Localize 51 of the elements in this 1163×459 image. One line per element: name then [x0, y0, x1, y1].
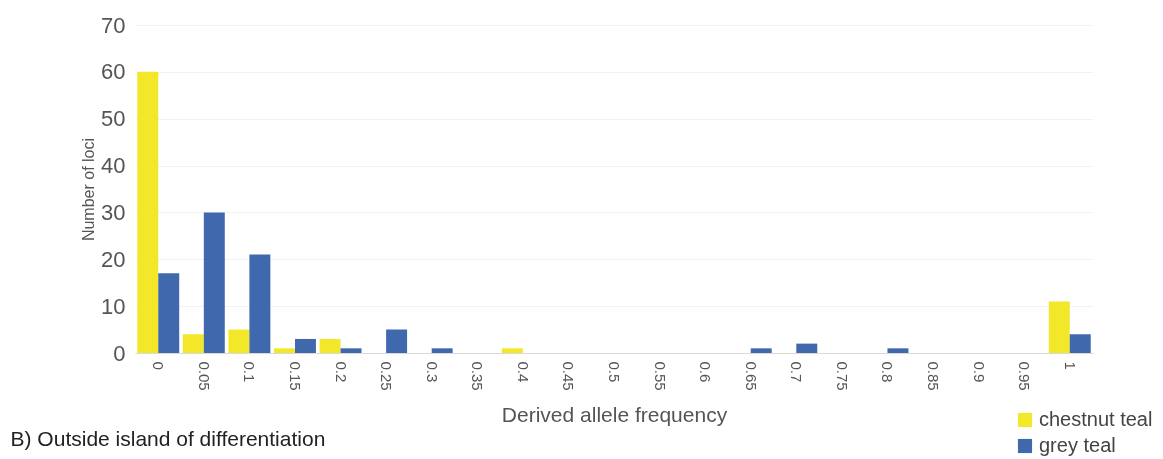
- x-tick-label: 0.95: [1016, 361, 1034, 391]
- bar: [158, 273, 180, 353]
- x-tick-label: 0: [150, 361, 168, 370]
- x-tick-label: 0.2: [332, 361, 350, 383]
- y-tick-label: 30: [101, 199, 126, 225]
- bar: [182, 334, 204, 353]
- x-tick-label: 0.15: [286, 361, 304, 391]
- x-tick-label: 0.9: [970, 361, 988, 383]
- x-tick-label: 0.85: [925, 361, 943, 391]
- x-tick-label: 0.55: [651, 361, 669, 391]
- bar: [249, 254, 271, 353]
- bar: [386, 329, 408, 353]
- bar: [137, 71, 159, 353]
- bar: [796, 343, 818, 353]
- legend-label: grey teal: [1039, 434, 1116, 456]
- bar: [750, 348, 772, 353]
- x-tick-label: 0.65: [742, 361, 760, 391]
- bar: [319, 338, 341, 353]
- x-tick-label: 0.3: [423, 361, 441, 383]
- text: B) Outside island of differentiation: [10, 427, 326, 451]
- x-tick-label: 1: [1061, 361, 1079, 370]
- x-tick-label: 0.45: [560, 361, 578, 391]
- x-tick-label: 0.25: [378, 361, 396, 391]
- x-tick-label: 0.5: [606, 361, 623, 383]
- bar: [501, 348, 523, 353]
- y-tick-label: 40: [101, 153, 126, 179]
- x-tick-label: 0.75: [833, 361, 851, 391]
- bar: [274, 348, 295, 353]
- y-tick-label: 20: [101, 246, 126, 272]
- x-tick-label: 0.6: [697, 361, 715, 383]
- y-axis-title: Number of loci: [80, 137, 98, 242]
- y-tick-label: 60: [101, 59, 126, 85]
- y-tick-label: 50: [101, 106, 126, 132]
- bar: [228, 329, 250, 353]
- bar: [431, 348, 453, 353]
- x-tick-label: 0.05: [195, 361, 213, 391]
- bar: [203, 212, 225, 353]
- x-tick-label: 0.7: [788, 361, 806, 383]
- bar: [887, 348, 909, 353]
- legend-label: chestnut teal: [1039, 408, 1153, 430]
- x-tick-label: 0.1: [241, 361, 259, 383]
- bar: [1048, 301, 1070, 353]
- x-tick-label: 0.35: [469, 361, 487, 391]
- y-tick-label: 70: [101, 12, 126, 38]
- bar: [340, 348, 362, 353]
- y-tick-label: 10: [101, 293, 126, 319]
- x-tick-label: 0.4: [514, 361, 532, 383]
- bar: [1069, 334, 1091, 353]
- bar: [294, 338, 316, 353]
- x-axis-title: Derived allele frequency: [501, 402, 728, 426]
- x-tick-label: 0.8: [879, 361, 897, 383]
